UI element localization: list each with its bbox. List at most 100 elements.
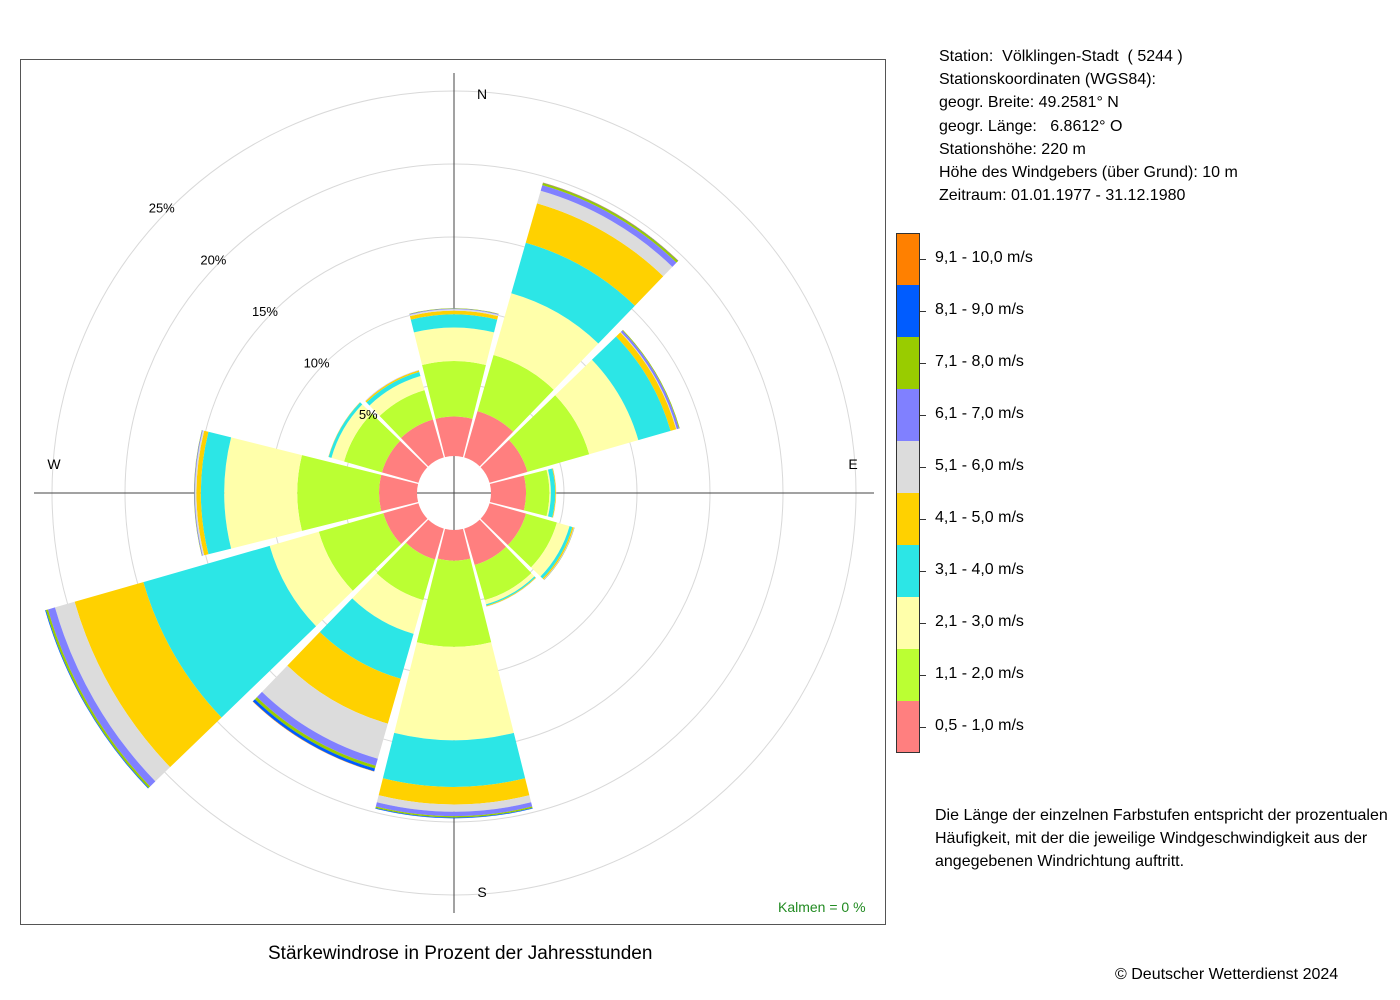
wedge-300-class-1 [344, 413, 401, 473]
legend-swatch-0 [896, 701, 920, 753]
wedge-120-class-1 [507, 513, 557, 568]
wedge-180-class-8 [375, 807, 533, 819]
wedge-180-class-6 [375, 802, 533, 817]
wedge-90-class-0 [489, 475, 527, 511]
wedge-90-class-5 [552, 468, 557, 518]
legend-label-3: 3,1 - 4,0 m/s [935, 561, 1024, 578]
wedge-210-class-5 [261, 665, 388, 759]
station-elevation: Stationshöhe: 220 m [939, 140, 1086, 158]
wedge-240-class-0 [383, 503, 428, 545]
wedge-60-class-3 [591, 336, 671, 441]
legend-tick [920, 519, 926, 520]
wedge-240-class-1 [318, 513, 402, 591]
wedge-210-class-3 [319, 598, 414, 679]
radial-label-5: 5% [359, 407, 378, 422]
legend-tick [920, 675, 926, 676]
legend-tick [920, 467, 926, 468]
legend-swatch-4 [896, 493, 920, 545]
wedge-180-class-2 [394, 642, 514, 741]
wedge-0-class-1 [422, 361, 486, 419]
legend-swatch-8 [896, 285, 920, 337]
wedge-240-class-4 [74, 582, 222, 768]
wedge-30-class-4 [525, 203, 664, 306]
wedge-0-class-0 [435, 416, 473, 458]
legend-label-9: 9,1 - 10,0 m/s [935, 249, 1033, 266]
wedge-180-class-7 [375, 806, 533, 818]
legend-label-5: 5,1 - 6,0 m/s [935, 457, 1024, 474]
legend-tick [920, 363, 926, 364]
legend-label-8: 8,1 - 9,0 m/s [935, 301, 1024, 318]
compass-label-N: N [477, 86, 487, 102]
wedge-30-class-6 [540, 185, 677, 267]
wedge-150-class-3 [485, 576, 536, 606]
wedge-180-class-3 [382, 732, 526, 787]
wedge-90-class-4 [552, 468, 556, 518]
wedge-30-class-1 [477, 354, 554, 432]
legend-swatch-7 [896, 337, 920, 389]
wedge-270-class-6 [194, 430, 203, 556]
wedge-240-class-5 [54, 601, 171, 782]
wedge-120-class-0 [480, 503, 527, 546]
radial-label-15: 15% [252, 304, 278, 319]
legend-label-1: 1,1 - 2,0 m/s [935, 665, 1024, 682]
legend-swatch-3 [896, 545, 920, 597]
legend-note: Die Länge der einzelnen Farbstufen entsp… [935, 807, 1388, 870]
wedge-30-class-2 [493, 293, 599, 390]
wedge-300-class-0 [381, 440, 428, 483]
wedge-180-class-4 [378, 778, 530, 805]
wind-rose-chart: 5% 10% 15% 20% 25% N S E W [34, 73, 874, 913]
legend-swatch-2 [896, 597, 920, 649]
legend-swatch-6 [896, 389, 920, 441]
wedge-0-class-3 [410, 314, 498, 333]
wedge-150-class-1 [474, 546, 532, 601]
legend-tick [920, 311, 926, 312]
chart-caption: Stärkewindrose in Prozent der Jahresstun… [268, 943, 653, 964]
wedge-210-class-2 [352, 573, 424, 634]
wedge-180-class-5 [376, 795, 532, 812]
station-info: Station: Völklingen-Stadt ( 5244 ) Stati… [939, 45, 1238, 207]
wedge-90-class-1 [523, 469, 550, 517]
wedge-270-class-0 [379, 474, 419, 512]
wedge-150-class-0 [464, 519, 507, 566]
legend-swatch-1 [896, 649, 920, 701]
wedge-270-class-4 [196, 430, 209, 556]
wedge-180-class-1 [416, 558, 492, 647]
calm-percent: Kalmen = 0 % [778, 899, 866, 915]
legend-label-7: 7,1 - 8,0 m/s [935, 353, 1024, 370]
radial-label-10: 10% [304, 356, 330, 371]
wedge-240-class-6 [47, 607, 156, 787]
longitude: geogr. Länge: 6.8612° O [939, 117, 1123, 135]
wedge-150-class-2 [484, 573, 535, 605]
wedge-210-class-1 [376, 542, 435, 601]
wedge-90-class-3 [547, 468, 556, 518]
wind-sensor-height: Höhe des Windgebers (über Grund): 10 m [939, 164, 1238, 182]
wedge-0-class-2 [413, 327, 495, 366]
compass-label-W: W [47, 456, 61, 472]
wedge-0-class-5 [409, 309, 499, 317]
legend-label-4: 4,1 - 5,0 m/s [935, 509, 1024, 526]
wedge-270-class-7 [194, 430, 203, 556]
legend-label-0: 0,5 - 1,0 m/s [935, 717, 1024, 734]
coords-header: Stationskoordinaten (WGS84): [939, 71, 1156, 89]
wedge-210-class-0 [405, 519, 444, 560]
wedge-0-class-7 [409, 308, 499, 315]
wedge-180-class-0 [437, 528, 471, 561]
wedge-60-class-4 [616, 332, 677, 431]
wedge-300-class-2 [331, 404, 372, 462]
wedge-300-class-3 [328, 402, 363, 458]
wedge-60-class-2 [555, 359, 639, 455]
wedge-240-class-2 [269, 531, 353, 627]
wedge-30-class-3 [511, 242, 635, 344]
compass-label-S: S [477, 884, 486, 900]
wedge-330-class-1 [379, 390, 433, 439]
wedge-60-class-1 [508, 395, 590, 472]
wind-rose-plot-frame: 5% 10% 15% 20% 25% N S E W [20, 59, 886, 925]
wedge-270-class-2 [224, 437, 302, 549]
wedge-330-class-0 [400, 419, 444, 467]
wedge-30-class-5 [537, 190, 673, 277]
wedge-0-class-6 [409, 308, 499, 315]
wedge-270-class-5 [195, 430, 205, 556]
wedge-120-class-2 [531, 522, 570, 577]
period: Zeitraum: 01.01.1977 - 31.12.1980 [939, 187, 1186, 205]
legend-swatch-5 [896, 441, 920, 493]
